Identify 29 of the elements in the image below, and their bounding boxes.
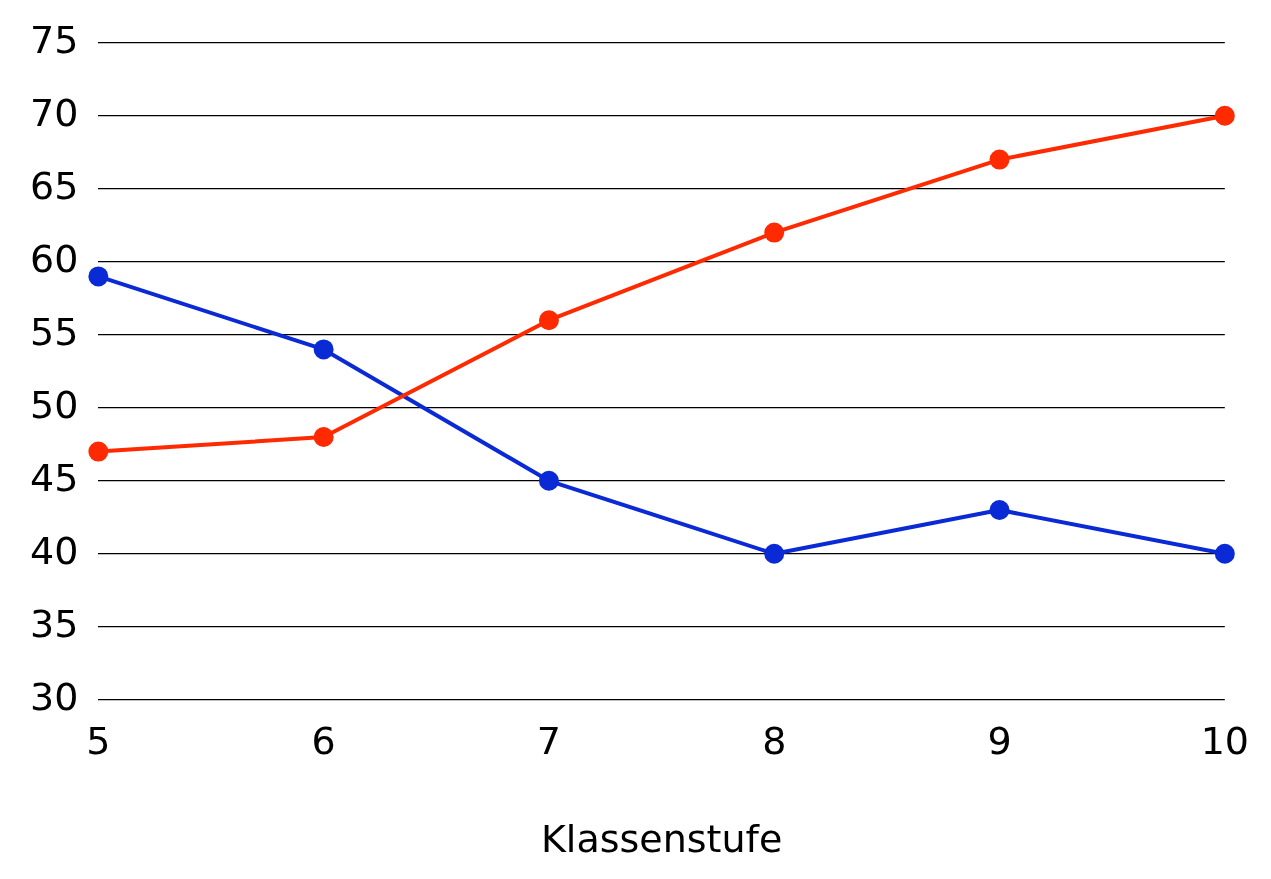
point (313, 339, 334, 360)
y-tick-label: 55 (29, 309, 79, 354)
point (764, 222, 785, 243)
y-tick-label: 30 (29, 674, 79, 719)
point (538, 310, 559, 331)
x-tick-label: 5 (86, 719, 111, 764)
point (538, 470, 559, 491)
point (989, 149, 1010, 170)
y-tick-label: 35 (29, 601, 79, 646)
y-tick-label: 50 (29, 382, 79, 427)
point (1214, 543, 1235, 564)
x-tick-label: 8 (762, 719, 787, 764)
y-tick-label: 60 (29, 236, 79, 281)
point (313, 427, 334, 447)
x-tick-label: 6 (311, 719, 336, 764)
x-tick-label: 9 (987, 719, 1012, 764)
point (1214, 105, 1235, 126)
point (88, 441, 109, 462)
y-tick-label: 75 (29, 17, 79, 62)
y-tick-label: 40 (29, 528, 79, 573)
y-tick-label: 45 (29, 455, 79, 500)
x-tick-label: 7 (536, 719, 562, 764)
point (88, 266, 109, 287)
x-tick-label: 10 (1200, 719, 1249, 764)
y-tick-label: 65 (29, 163, 79, 208)
point (764, 543, 785, 564)
x-axis-title: Klassenstufe (540, 817, 783, 862)
point (989, 500, 1010, 520)
y-tick-label: 70 (29, 90, 79, 135)
